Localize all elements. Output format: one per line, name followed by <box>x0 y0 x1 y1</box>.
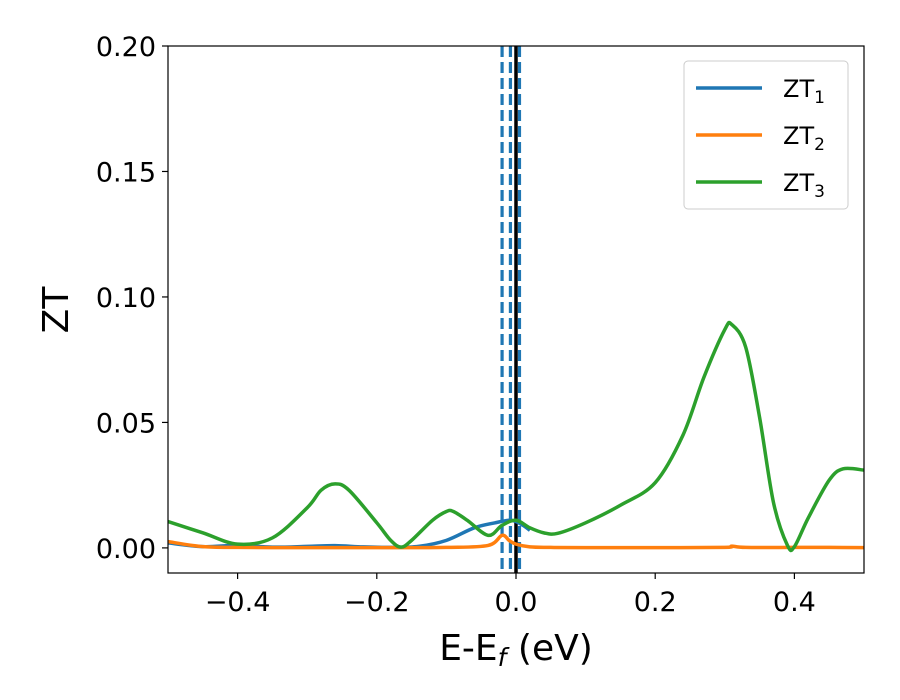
x-tick-label: 0.4 <box>773 587 816 618</box>
x-axis-title: E-Ef (eV) <box>439 628 593 672</box>
legend-label-zt1: ZT1 <box>783 75 825 108</box>
series-line-zt3 <box>168 320 864 553</box>
y-axis-ticks: 0.00 0.05 0.10 0.15 0.20 <box>96 32 168 565</box>
legend-entries: ZT1 ZT2 ZT3 <box>696 75 825 202</box>
x-axis-ticks: −0.4 −0.2 0.0 0.2 0.4 <box>205 573 816 618</box>
x-tick-label: 0.2 <box>634 587 677 618</box>
legend: ZT1 ZT2 ZT3 <box>683 60 849 210</box>
x-tick-label: −0.4 <box>205 587 271 618</box>
legend-label-zt3: ZT3 <box>783 169 825 202</box>
y-tick-label: 0.15 <box>96 157 156 188</box>
y-tick-label: 0.00 <box>96 534 156 565</box>
x-axis-title-suffix: (eV) <box>506 628 592 669</box>
y-tick-label: 0.05 <box>96 408 156 439</box>
x-axis-title-main: E-E <box>439 628 497 669</box>
legend-label-zt2: ZT2 <box>783 122 825 155</box>
legend-box <box>683 60 849 210</box>
series-lines <box>168 320 864 553</box>
y-tick-label: 0.10 <box>96 283 156 314</box>
series-line-zt2 <box>168 533 864 550</box>
vertical-lines <box>500 46 522 573</box>
y-tick-label: 0.20 <box>96 32 156 63</box>
x-tick-label: −0.2 <box>344 587 410 618</box>
y-axis-title: ZT <box>36 286 77 334</box>
x-tick-label: 0.0 <box>495 587 538 618</box>
